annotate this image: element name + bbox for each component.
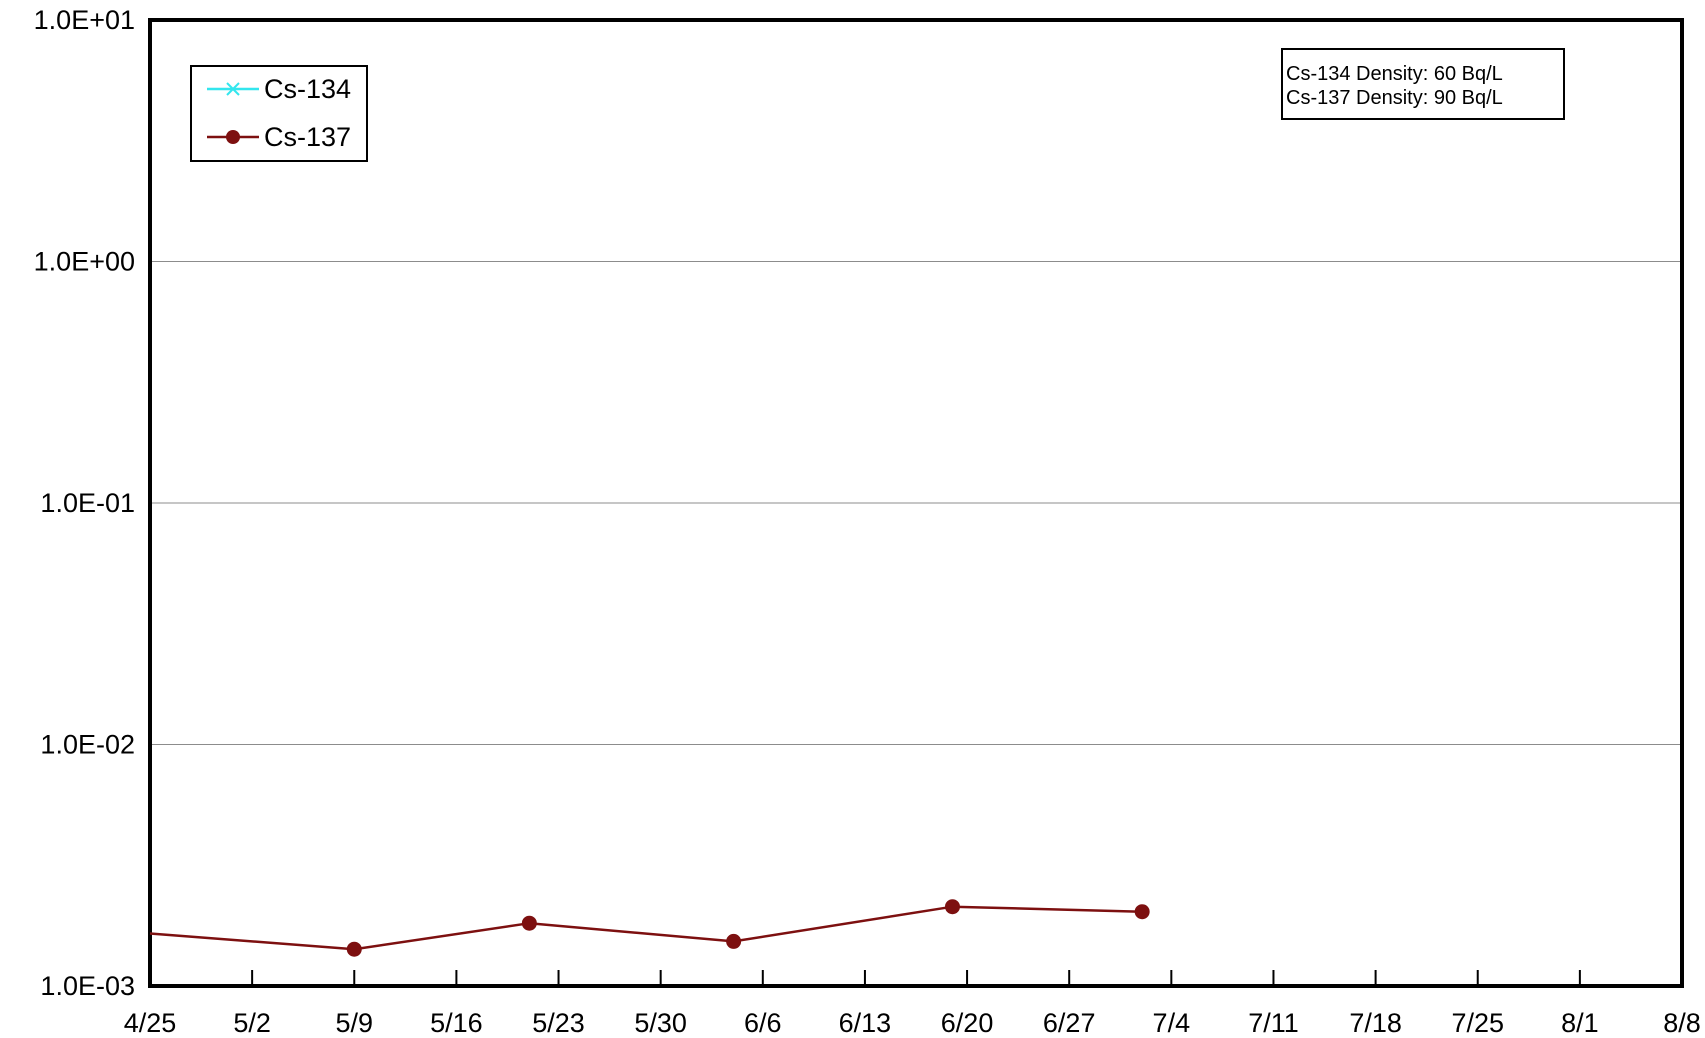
data-point-cs137 — [944, 899, 960, 915]
x-tick-label: 7/4 — [1153, 1008, 1191, 1038]
legend-label-cs137: Cs-137 — [264, 122, 351, 152]
x-tick-label: 6/6 — [744, 1008, 782, 1038]
legend-box — [190, 65, 368, 162]
data-point-cs137 — [1134, 904, 1150, 920]
x-tick-label: 5/2 — [233, 1008, 271, 1038]
data-point-cs137 — [521, 915, 537, 931]
annotation-box — [1281, 48, 1565, 120]
legend-label-cs134: Cs-134 — [264, 74, 351, 104]
x-tick-label: 4/25 — [124, 1008, 177, 1038]
y-tick-label: 1.0E+00 — [34, 247, 135, 277]
x-tick-label: 5/16 — [430, 1008, 483, 1038]
x-axis-tick-labels: 4/25 5/2 5/9 5/16 5/23 5/30 6/6 6/13 6/20 6/27 7/4… — [124, 1008, 1701, 1038]
legend-marker-cs134 — [226, 82, 240, 96]
density-annotation: Cs-134 Density: 60 Bq/L Cs-137 Density: … — [1281, 48, 1565, 120]
x-tick-label: 5/23 — [532, 1008, 585, 1038]
x-tick-label: 6/20 — [941, 1008, 994, 1038]
x-tick-label: 7/11 — [1248, 1008, 1299, 1038]
x-tick-label: 5/30 — [634, 1008, 687, 1038]
x-tick-label: 7/18 — [1349, 1008, 1402, 1038]
x-tick-label: 5/9 — [335, 1008, 373, 1038]
y-axis-tick-labels: 1.0E-03 1.0E-02 1.0E-01 1.0E+00 1.0E+01 — [34, 5, 135, 1001]
x-tick-label: 8/8 — [1663, 1008, 1701, 1038]
y-tick-label: 1.0E-03 — [40, 971, 135, 1001]
data-point-cs137 — [726, 933, 742, 949]
plot-area-frame — [148, 18, 1684, 988]
series-layer — [149, 899, 1150, 957]
annotation-line-cs134: Cs-134 Density: 60 Bq/L — [1286, 63, 1503, 85]
x-tick-label: 8/1 — [1561, 1008, 1599, 1038]
data-point-cs137 — [346, 941, 362, 957]
legend: Cs-134 Cs-137 — [190, 65, 368, 162]
x-axis-ticks — [251, 970, 1581, 986]
horizontal-gridlines — [150, 261, 1682, 745]
legend-marker-cs137 — [226, 130, 240, 144]
x-tick-label: 7/25 — [1451, 1008, 1504, 1038]
x-tick-label: 6/13 — [839, 1008, 892, 1038]
x-tick-label: 6/27 — [1043, 1008, 1096, 1038]
y-tick-label: 1.0E-01 — [40, 488, 135, 518]
y-tick-label: 1.0E+01 — [34, 5, 135, 35]
y-tick-label: 1.0E-02 — [40, 730, 135, 760]
annotation-line-cs137: Cs-137 Density: 90 Bq/L — [1286, 87, 1503, 109]
series-line-cs137 — [149, 905, 1143, 951]
